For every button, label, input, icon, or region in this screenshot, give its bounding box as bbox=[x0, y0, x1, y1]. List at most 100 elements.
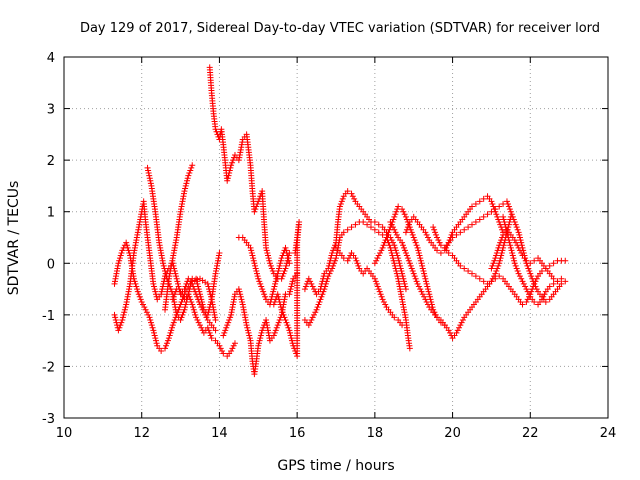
data-point bbox=[286, 291, 293, 298]
data-point bbox=[121, 306, 128, 313]
data-point bbox=[185, 288, 192, 295]
data-point bbox=[203, 314, 210, 321]
data-point bbox=[204, 280, 211, 287]
data-point bbox=[434, 247, 441, 254]
data-point bbox=[504, 200, 511, 207]
data-point bbox=[322, 280, 329, 287]
data-point bbox=[422, 296, 429, 303]
data-point bbox=[162, 268, 169, 275]
data-point bbox=[514, 242, 521, 249]
data-point bbox=[277, 260, 284, 267]
data-point bbox=[279, 273, 286, 280]
data-point bbox=[378, 293, 385, 300]
data-point bbox=[163, 340, 170, 347]
data-point bbox=[116, 255, 123, 262]
data-point bbox=[158, 291, 165, 298]
data-point bbox=[509, 252, 516, 259]
data-point bbox=[278, 255, 285, 262]
data-point bbox=[380, 298, 387, 305]
data-point bbox=[237, 291, 244, 298]
data-point bbox=[277, 301, 284, 308]
data-point bbox=[419, 265, 426, 272]
data-point bbox=[399, 322, 406, 329]
data-point bbox=[279, 309, 286, 316]
y-tick-label: 3 bbox=[47, 103, 55, 118]
y-axis-label: SDTVAR / TECUs bbox=[6, 181, 22, 296]
data-point bbox=[523, 286, 530, 293]
data-point bbox=[253, 268, 260, 275]
data-point bbox=[403, 226, 410, 233]
data-point bbox=[518, 239, 525, 246]
series-arc-16 bbox=[430, 198, 565, 305]
data-point bbox=[446, 329, 453, 336]
data-point bbox=[181, 286, 188, 293]
data-point bbox=[229, 345, 236, 352]
data-point bbox=[493, 268, 500, 275]
data-point bbox=[319, 291, 326, 298]
data-point bbox=[145, 167, 152, 174]
data-point bbox=[250, 257, 257, 264]
data-point bbox=[207, 332, 214, 339]
data-point bbox=[419, 291, 426, 298]
data-point bbox=[256, 278, 263, 285]
data-point bbox=[150, 327, 157, 334]
data-point bbox=[251, 260, 258, 267]
data-point bbox=[550, 280, 557, 287]
data-point bbox=[117, 252, 124, 259]
data-point bbox=[492, 275, 499, 282]
data-point bbox=[414, 280, 421, 287]
data-point bbox=[288, 337, 295, 344]
x-tick-label: 12 bbox=[133, 426, 150, 441]
data-point bbox=[274, 291, 281, 298]
data-point bbox=[187, 280, 194, 287]
data-point bbox=[165, 335, 172, 342]
data-point bbox=[432, 229, 439, 236]
data-point bbox=[188, 278, 195, 285]
data-point bbox=[542, 298, 549, 305]
data-point bbox=[263, 247, 270, 254]
data-point bbox=[469, 270, 475, 277]
data-point bbox=[524, 288, 531, 295]
data-point bbox=[505, 237, 512, 244]
data-point bbox=[511, 257, 518, 264]
data-point bbox=[138, 298, 145, 305]
data-point bbox=[231, 340, 238, 347]
data-point bbox=[115, 260, 122, 267]
data-point bbox=[445, 249, 452, 256]
data-point bbox=[411, 237, 418, 244]
data-point bbox=[254, 200, 261, 207]
data-point bbox=[228, 162, 235, 169]
data-point bbox=[393, 208, 400, 215]
data-point bbox=[456, 324, 463, 331]
data-point bbox=[328, 252, 335, 259]
data-point bbox=[197, 293, 204, 300]
data-point bbox=[170, 319, 177, 326]
data-point bbox=[457, 322, 464, 329]
data-point bbox=[212, 317, 219, 324]
data-point bbox=[287, 286, 294, 293]
series-arc-11 bbox=[301, 219, 413, 352]
data-point bbox=[244, 327, 251, 334]
data-point bbox=[419, 262, 426, 269]
data-point bbox=[506, 206, 513, 213]
data-point bbox=[190, 304, 197, 311]
data-point bbox=[305, 322, 312, 329]
data-point bbox=[273, 324, 280, 331]
data-point bbox=[310, 311, 317, 318]
data-point bbox=[185, 172, 192, 179]
data-point bbox=[181, 188, 188, 195]
data-point bbox=[160, 262, 167, 269]
data-point bbox=[457, 262, 464, 269]
data-point bbox=[249, 252, 256, 259]
y-tick-label: 2 bbox=[47, 154, 55, 169]
data-point bbox=[122, 304, 129, 311]
data-point bbox=[171, 317, 178, 324]
data-point bbox=[174, 280, 181, 287]
data-point bbox=[426, 293, 433, 300]
data-point bbox=[168, 327, 175, 334]
data-point bbox=[454, 327, 461, 334]
data-point bbox=[494, 247, 501, 254]
data-point bbox=[401, 278, 407, 285]
data-point bbox=[286, 260, 293, 267]
